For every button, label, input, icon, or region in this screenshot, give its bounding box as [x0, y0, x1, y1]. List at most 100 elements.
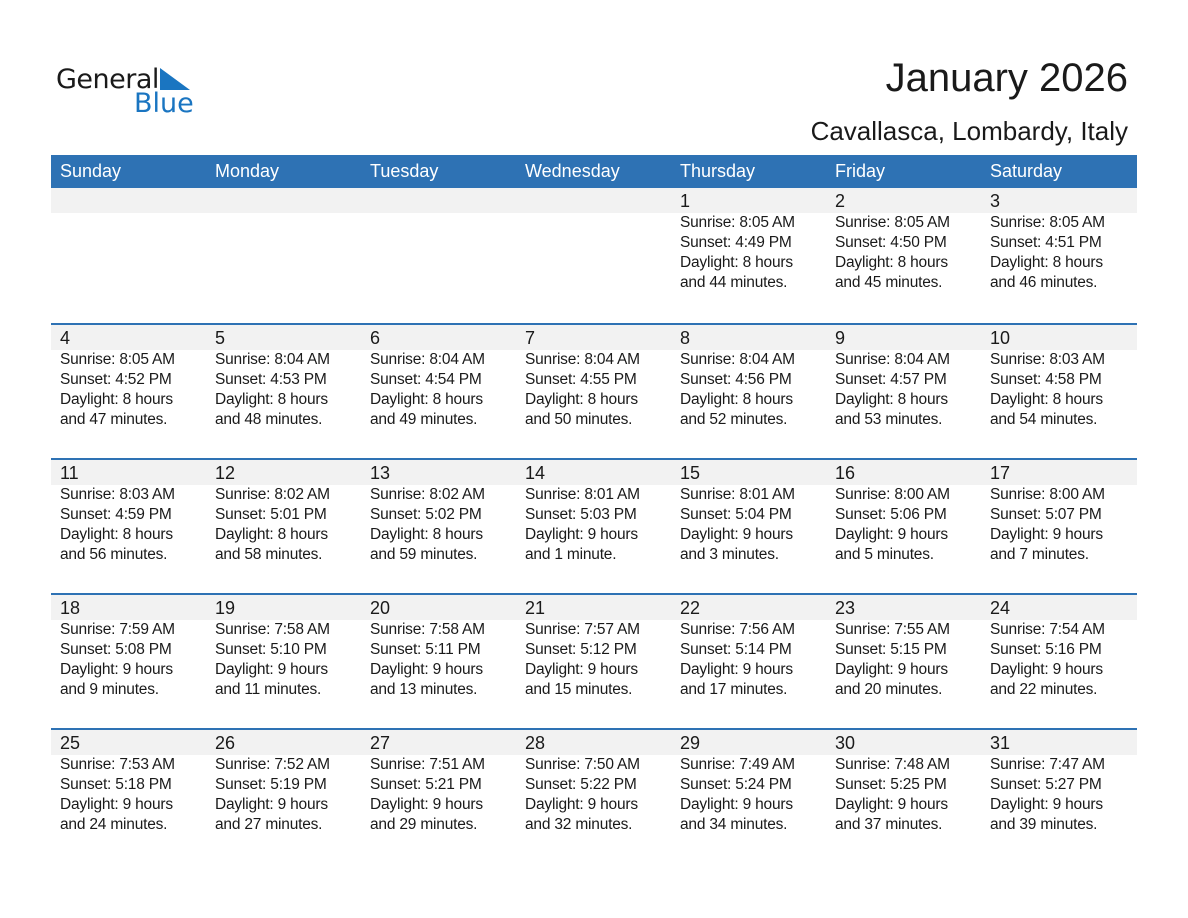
daylight-minutes-text: and 9 minutes.: [60, 681, 159, 698]
daylight-minutes-text: and 7 minutes.: [990, 546, 1089, 563]
weekday-header: Sunday Monday Tuesday Wednesday Thursday Frid…: [51, 155, 1137, 188]
calendar-week: 4 Sunrise: 8:05 AM Sunset: 4:52 PM Daylight…: [51, 323, 1137, 458]
day-number: 10: [990, 328, 1011, 348]
sunset-text: Sunset: 5:11 PM: [370, 641, 481, 658]
daylight-text: Daylight: 8 hours: [835, 391, 948, 408]
daylight-text: Daylight: 9 hours: [60, 796, 173, 813]
sunset-text: Sunset: 4:57 PM: [835, 371, 947, 388]
day-cell: 29 Sunrise: 7:49 AM Sunset: 5:24 PM Dayligh…: [671, 730, 826, 835]
day-number-band: [51, 188, 1137, 213]
day-cell: 21 Sunrise: 7:57 AM Sunset: 5:12 PM Dayligh…: [516, 595, 671, 700]
day-cell: 23 Sunrise: 7:55 AM Sunset: 5:15 PM Dayligh…: [826, 595, 981, 700]
daylight-minutes-text: and 50 minutes.: [525, 411, 633, 428]
daylight-text: Daylight: 9 hours: [680, 526, 793, 543]
day-cell: 22 Sunrise: 7:56 AM Sunset: 5:14 PM Dayligh…: [671, 595, 826, 700]
daylight-minutes-text: and 13 minutes.: [370, 681, 478, 698]
daylight-minutes-text: and 39 minutes.: [990, 816, 1098, 833]
daylight-text: Daylight: 9 hours: [835, 661, 948, 678]
day-cell: 12 Sunrise: 8:02 AM Sunset: 5:01 PM Dayligh…: [206, 460, 361, 565]
sunset-text: Sunset: 5:03 PM: [525, 506, 637, 523]
day-cell: 1 Sunrise: 8:05 AM Sunset: 4:49 PM Daylight…: [671, 188, 826, 293]
weekday-wednesday: Wednesday: [525, 161, 620, 181]
daylight-text: Daylight: 9 hours: [990, 661, 1103, 678]
sunset-text: Sunset: 5:06 PM: [835, 506, 947, 523]
calendar: Sunday Monday Tuesday Wednesday Thursday Frid…: [51, 155, 1137, 863]
daylight-minutes-text: and 11 minutes.: [215, 681, 322, 698]
daylight-minutes-text: and 37 minutes.: [835, 816, 943, 833]
sunset-text: Sunset: 5:12 PM: [525, 641, 637, 658]
day-number: 19: [215, 598, 236, 618]
day-cell: 17 Sunrise: 8:00 AM Sunset: 5:07 PM Dayligh…: [981, 460, 1136, 565]
day-number: 17: [990, 463, 1011, 483]
sunset-text: Sunset: 5:15 PM: [835, 641, 947, 658]
daylight-text: Daylight: 9 hours: [215, 796, 328, 813]
day-cell: 13 Sunrise: 8:02 AM Sunset: 5:02 PM Dayligh…: [361, 460, 516, 565]
sunset-text: Sunset: 4:50 PM: [835, 234, 947, 251]
page-title: January 2026: [885, 56, 1128, 100]
daylight-minutes-text: and 48 minutes.: [215, 411, 323, 428]
day-number: 18: [60, 598, 81, 618]
daylight-minutes-text: and 46 minutes.: [990, 274, 1098, 291]
sunrise-text: Sunrise: 7:58 AM: [370, 621, 485, 638]
sunset-text: Sunset: 5:18 PM: [60, 776, 172, 793]
sunrise-text: Sunrise: 8:00 AM: [990, 486, 1105, 503]
sunset-text: Sunset: 5:24 PM: [680, 776, 792, 793]
day-number: 4: [60, 328, 71, 348]
day-number-band: [51, 595, 1137, 620]
day-cell: 20 Sunrise: 7:58 AM Sunset: 5:11 PM Dayligh…: [361, 595, 516, 700]
calendar-week: 18 Sunrise: 7:59 AM Sunset: 5:08 PM Dayligh…: [51, 593, 1137, 728]
daylight-minutes-text: and 52 minutes.: [680, 411, 788, 428]
sunrise-text: Sunrise: 7:56 AM: [680, 621, 795, 638]
sunrise-text: Sunrise: 7:47 AM: [990, 756, 1105, 773]
sunset-text: Sunset: 5:27 PM: [990, 776, 1102, 793]
day-cell: 27 Sunrise: 7:51 AM Sunset: 5:21 PM Dayligh…: [361, 730, 516, 835]
day-number: 13: [370, 463, 391, 483]
sunrise-text: Sunrise: 7:54 AM: [990, 621, 1105, 638]
day-cell: 6 Sunrise: 8:04 AM Sunset: 4:54 PM Daylight…: [361, 325, 516, 430]
weekday-monday: Monday: [215, 161, 280, 181]
sunrise-text: Sunrise: 7:59 AM: [60, 621, 175, 638]
daylight-text: Daylight: 8 hours: [990, 254, 1103, 271]
daylight-minutes-text: and 17 minutes.: [680, 681, 788, 698]
sunrise-text: Sunrise: 8:05 AM: [835, 214, 950, 231]
logo-text-general: General: [56, 64, 159, 95]
weekday-friday: Friday: [835, 161, 886, 181]
sunrise-text: Sunrise: 8:03 AM: [990, 351, 1105, 368]
daylight-minutes-text: and 24 minutes.: [60, 816, 168, 833]
daylight-minutes-text: and 22 minutes.: [990, 681, 1098, 698]
day-cell: 11 Sunrise: 8:03 AM Sunset: 4:59 PM Dayligh…: [51, 460, 206, 565]
day-number-band: [51, 730, 1137, 755]
day-cell: 7 Sunrise: 8:04 AM Sunset: 4:55 PM Daylight…: [516, 325, 671, 430]
sunset-text: Sunset: 4:52 PM: [60, 371, 172, 388]
day-cell: 14 Sunrise: 8:01 AM Sunset: 5:03 PM Dayligh…: [516, 460, 671, 565]
day-cell: 19 Sunrise: 7:58 AM Sunset: 5:10 PM Dayligh…: [206, 595, 361, 700]
sunset-text: Sunset: 5:19 PM: [215, 776, 327, 793]
weekday-sunday: Sunday: [60, 161, 122, 181]
sunset-text: Sunset: 4:58 PM: [990, 371, 1102, 388]
day-number: 6: [370, 328, 381, 348]
day-cell: 18 Sunrise: 7:59 AM Sunset: 5:08 PM Dayligh…: [51, 595, 206, 700]
daylight-text: Daylight: 9 hours: [525, 661, 638, 678]
day-number: 7: [525, 328, 536, 348]
day-cell: 24 Sunrise: 7:54 AM Sunset: 5:16 PM Dayligh…: [981, 595, 1136, 700]
logo-text-blue: Blue: [134, 88, 194, 119]
day-number: 9: [835, 328, 846, 348]
sunset-text: Sunset: 4:54 PM: [370, 371, 482, 388]
day-number: 20: [370, 598, 391, 618]
day-number: 26: [215, 733, 236, 753]
empty-day-cell: [361, 188, 516, 293]
weekday-thursday: Thursday: [680, 161, 756, 181]
daylight-text: Daylight: 9 hours: [60, 661, 173, 678]
sunset-text: Sunset: 4:51 PM: [990, 234, 1102, 251]
day-cell: 3 Sunrise: 8:05 AM Sunset: 4:51 PM Daylight…: [981, 188, 1136, 293]
day-number: 5: [215, 328, 226, 348]
day-number: 1: [680, 191, 691, 211]
daylight-minutes-text: and 3 minutes.: [680, 546, 779, 563]
daylight-minutes-text: and 54 minutes.: [990, 411, 1098, 428]
sunrise-text: Sunrise: 7:50 AM: [525, 756, 640, 773]
sunset-text: Sunset: 5:10 PM: [215, 641, 327, 658]
logo-triangle-icon: [160, 68, 190, 90]
sunrise-text: Sunrise: 8:00 AM: [835, 486, 950, 503]
daylight-text: Daylight: 9 hours: [525, 796, 638, 813]
day-number-band: [51, 460, 1137, 485]
